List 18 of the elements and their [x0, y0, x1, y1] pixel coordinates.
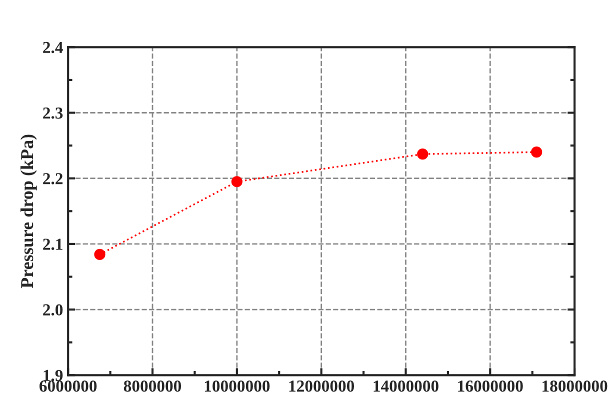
- x-tick-label: 12000000: [289, 380, 354, 392]
- point: [531, 146, 542, 158]
- y-tick-label: 2.2: [43, 173, 63, 184]
- x-tick-label: 6000000: [40, 380, 97, 392]
- y-axis-title: Pressure drop (kPa): [20, 134, 37, 288]
- y-tick-label: 2.1: [43, 238, 62, 250]
- x-tick-label: 18000000: [542, 380, 608, 392]
- x-tick-label: 8000000: [124, 380, 182, 392]
- point: [231, 176, 242, 188]
- y-tick-label: 2.3: [43, 107, 63, 119]
- x-tick-label: 10000000: [204, 380, 270, 392]
- point: [417, 148, 428, 160]
- y-tick-label: 2.4: [43, 42, 63, 54]
- x-tick-label: 16000000: [458, 380, 523, 392]
- y-tick-label: 2.0: [43, 304, 63, 316]
- y-tick-label: 1.9: [44, 370, 63, 382]
- point: [94, 248, 106, 260]
- x-tick-label: 14000000: [374, 380, 438, 392]
